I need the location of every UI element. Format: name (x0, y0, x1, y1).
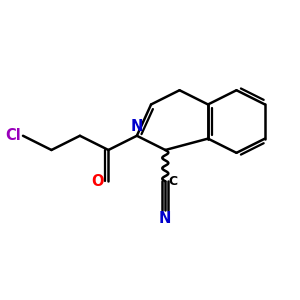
Text: N: N (131, 118, 143, 134)
Text: O: O (92, 174, 104, 189)
Text: C: C (169, 175, 178, 188)
Text: N: N (159, 211, 172, 226)
Text: Cl: Cl (6, 128, 21, 143)
